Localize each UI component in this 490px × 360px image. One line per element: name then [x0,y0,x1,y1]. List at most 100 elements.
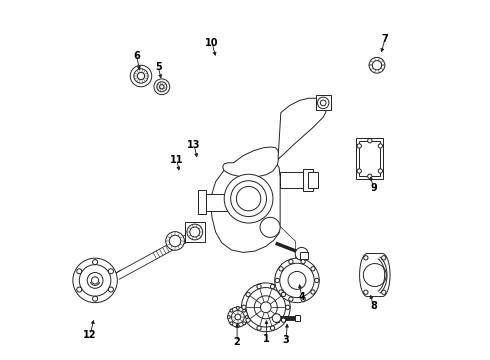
Circle shape [73,258,117,303]
Circle shape [170,235,181,247]
Bar [275,315,279,321]
Circle shape [236,324,239,327]
Circle shape [279,290,283,294]
Circle shape [154,79,170,95]
Circle shape [295,247,308,260]
Text: 5: 5 [155,62,162,72]
Text: 13: 13 [187,140,201,150]
Polygon shape [356,138,383,179]
Bar [316,95,331,111]
Circle shape [364,290,368,294]
Circle shape [187,224,203,240]
Circle shape [320,100,326,106]
Circle shape [77,269,82,274]
Circle shape [166,231,184,250]
Text: 12: 12 [83,330,97,340]
Circle shape [137,72,145,80]
Polygon shape [359,141,380,176]
Circle shape [246,318,250,322]
Circle shape [257,284,261,289]
Text: 9: 9 [370,183,377,193]
Circle shape [279,267,283,271]
Circle shape [93,296,98,301]
Circle shape [260,302,271,313]
Circle shape [243,309,245,312]
Polygon shape [211,156,280,252]
Bar [295,315,299,321]
Circle shape [275,258,319,303]
Text: 4: 4 [298,292,305,302]
Text: 11: 11 [170,155,184,165]
Circle shape [260,217,280,237]
Circle shape [270,326,275,330]
Circle shape [289,297,293,301]
Circle shape [134,69,148,83]
Circle shape [231,181,267,217]
Circle shape [227,316,230,319]
Circle shape [364,264,386,287]
Circle shape [87,273,103,288]
Text: 1: 1 [263,333,270,343]
Circle shape [235,314,241,320]
Circle shape [311,267,315,271]
Circle shape [288,271,306,289]
Circle shape [243,322,245,325]
Bar [300,252,308,258]
Circle shape [382,256,386,260]
Circle shape [275,278,279,283]
Circle shape [230,309,233,312]
Circle shape [93,260,98,265]
Circle shape [246,292,250,297]
Circle shape [281,292,286,297]
Circle shape [372,60,382,70]
Circle shape [230,322,233,325]
Circle shape [318,97,329,109]
Text: 10: 10 [205,38,219,48]
Circle shape [280,263,314,298]
Circle shape [368,174,372,179]
Circle shape [311,290,315,294]
Circle shape [368,139,372,143]
Circle shape [77,287,82,292]
Circle shape [289,260,293,264]
Circle shape [190,227,200,237]
Circle shape [301,260,305,264]
Circle shape [315,278,319,283]
Circle shape [157,82,167,92]
Circle shape [357,144,361,148]
Circle shape [254,296,277,319]
Circle shape [236,307,239,310]
Bar [303,169,313,191]
Circle shape [242,305,246,310]
Circle shape [79,265,111,296]
Text: 2: 2 [234,337,241,347]
Circle shape [281,318,286,322]
Circle shape [257,326,261,330]
Circle shape [130,65,152,87]
Bar [185,222,205,242]
Bar [308,172,318,188]
Circle shape [246,288,286,327]
Text: 3: 3 [283,334,290,345]
Circle shape [92,277,98,284]
Circle shape [245,316,248,319]
Text: 7: 7 [382,35,388,44]
Circle shape [231,311,245,323]
Circle shape [364,256,368,260]
Polygon shape [278,98,327,159]
Circle shape [378,144,383,148]
Circle shape [286,305,290,310]
Polygon shape [280,172,304,188]
Polygon shape [360,253,390,297]
Circle shape [108,287,114,292]
Circle shape [357,169,361,173]
Polygon shape [205,194,234,211]
Circle shape [108,269,114,274]
Polygon shape [223,147,279,177]
Circle shape [242,283,290,332]
Circle shape [224,174,273,223]
Circle shape [228,307,248,327]
Circle shape [160,85,164,89]
Circle shape [272,314,281,322]
Circle shape [270,284,275,289]
